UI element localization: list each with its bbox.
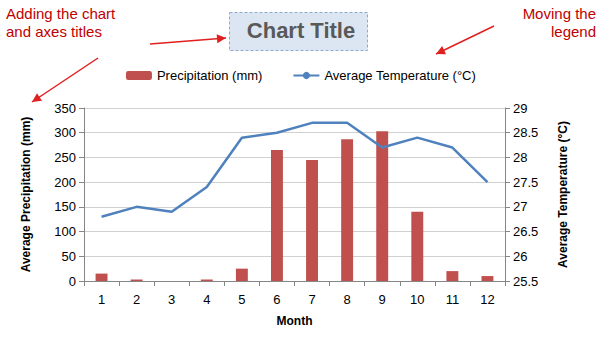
svg-text:100: 100: [54, 224, 76, 239]
svg-text:7: 7: [308, 292, 315, 307]
svg-text:9: 9: [379, 292, 386, 307]
svg-text:Average Temperature (°C): Average Temperature (°C): [556, 121, 570, 268]
svg-text:11: 11: [446, 292, 460, 307]
svg-text:27: 27: [513, 199, 527, 214]
svg-text:150: 150: [54, 199, 76, 214]
svg-text:50: 50: [62, 249, 76, 264]
svg-text:Average Temperature (°C): Average Temperature (°C): [324, 68, 475, 83]
svg-text:10: 10: [410, 292, 424, 307]
svg-text:350: 350: [54, 101, 76, 116]
svg-text:1: 1: [98, 292, 105, 307]
svg-text:and axes titles: and axes titles: [6, 23, 102, 40]
svg-text:3: 3: [168, 292, 175, 307]
svg-text:25.5: 25.5: [513, 274, 538, 289]
svg-text:300: 300: [54, 125, 76, 140]
svg-text:29: 29: [513, 101, 527, 116]
svg-text:200: 200: [54, 175, 76, 190]
svg-text:5: 5: [238, 292, 245, 307]
svg-text:4: 4: [203, 292, 210, 307]
svg-text:Moving the: Moving the: [523, 5, 596, 22]
svg-text:2: 2: [133, 292, 140, 307]
svg-text:28.5: 28.5: [513, 125, 538, 140]
svg-text:26: 26: [513, 249, 527, 264]
svg-text:Adding the chart: Adding the chart: [6, 5, 116, 22]
svg-text:legend: legend: [551, 23, 596, 40]
svg-text:Month: Month: [277, 314, 313, 328]
svg-text:0: 0: [69, 274, 76, 289]
svg-text:Average Precipitation (mm): Average Precipitation (mm): [19, 117, 33, 273]
svg-text:12: 12: [480, 292, 494, 307]
svg-text:250: 250: [54, 150, 76, 165]
svg-text:Precipitation (mm): Precipitation (mm): [157, 68, 262, 83]
svg-text:27.5: 27.5: [513, 175, 538, 190]
svg-text:Chart Title: Chart Title: [247, 18, 355, 43]
svg-text:8: 8: [344, 292, 351, 307]
svg-text:28: 28: [513, 150, 527, 165]
svg-text:26.5: 26.5: [513, 224, 538, 239]
svg-text:6: 6: [273, 292, 280, 307]
